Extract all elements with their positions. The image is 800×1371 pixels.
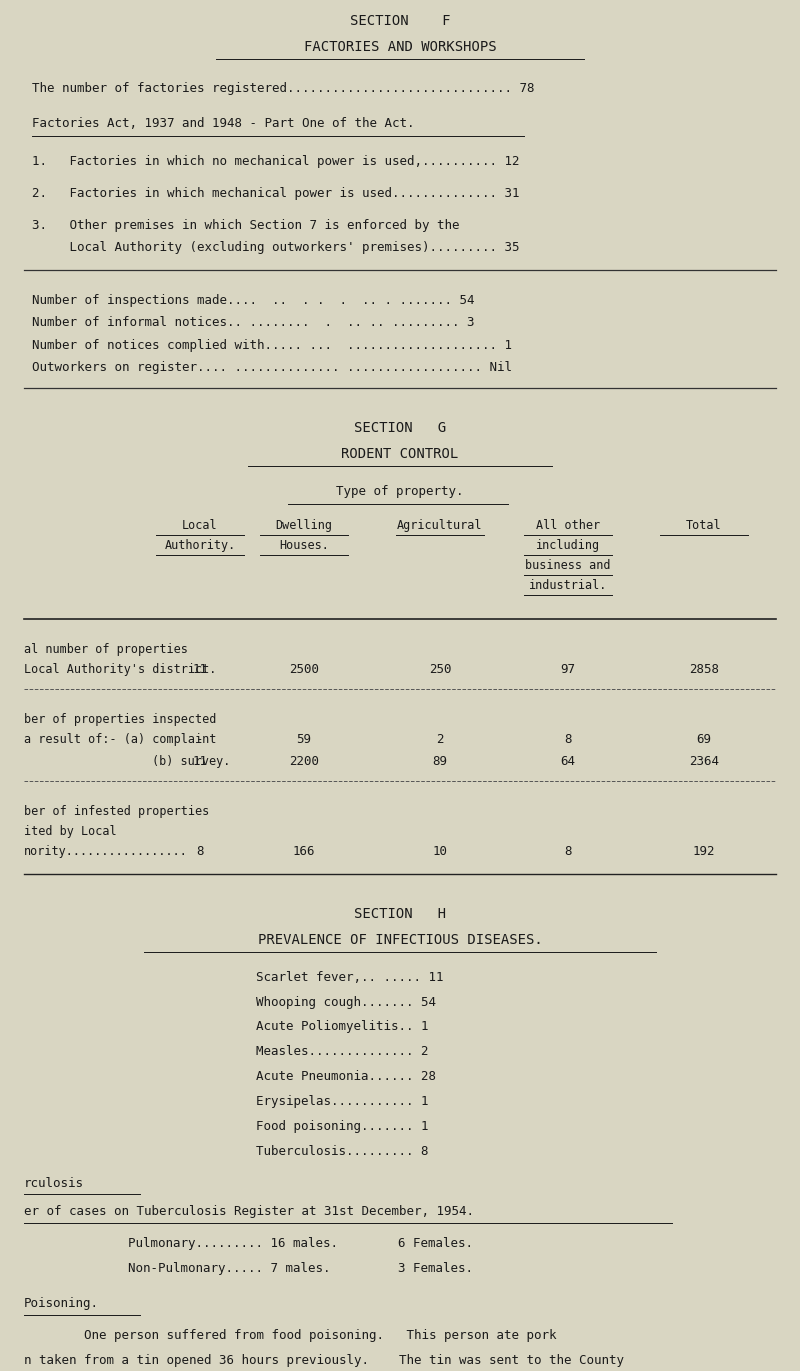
Text: Tuberculosis......... 8: Tuberculosis......... 8 xyxy=(256,1145,429,1157)
Text: Acute Poliomyelitis.. 1: Acute Poliomyelitis.. 1 xyxy=(256,1020,429,1034)
Text: 10: 10 xyxy=(433,846,447,858)
Text: Scarlet fever,.. ..... 11: Scarlet fever,.. ..... 11 xyxy=(256,971,443,984)
Text: -: - xyxy=(196,732,204,746)
Text: Type of property.: Type of property. xyxy=(336,485,464,499)
Text: Local Authority (excluding outworkers' premises)......... 35: Local Authority (excluding outworkers' p… xyxy=(32,241,519,255)
Text: 3.   Other premises in which Section 7 is enforced by the: 3. Other premises in which Section 7 is … xyxy=(32,219,459,232)
Text: Dwelling: Dwelling xyxy=(275,518,333,532)
Text: Houses.: Houses. xyxy=(279,539,329,551)
Text: 2.   Factories in which mechanical power is used.............. 31: 2. Factories in which mechanical power i… xyxy=(32,186,519,200)
Text: FACTORIES AND WORKSHOPS: FACTORIES AND WORKSHOPS xyxy=(304,40,496,55)
Text: 69: 69 xyxy=(697,732,711,746)
Text: Non-Pulmonary..... 7 males.         3 Females.: Non-Pulmonary..... 7 males. 3 Females. xyxy=(128,1261,473,1275)
Text: al number of properties: al number of properties xyxy=(24,643,188,655)
Text: 2364: 2364 xyxy=(689,755,719,768)
Text: 2858: 2858 xyxy=(689,664,719,676)
Text: Local Authority's district.: Local Authority's district. xyxy=(24,664,216,676)
Text: 89: 89 xyxy=(433,755,447,768)
Text: Erysipelas........... 1: Erysipelas........... 1 xyxy=(256,1095,429,1108)
Text: Outworkers on register.... .............. .................. Nil: Outworkers on register.... .............… xyxy=(32,361,512,374)
Text: rculosis: rculosis xyxy=(24,1176,84,1190)
Text: The number of factories registered.............................. 78: The number of factories registered......… xyxy=(32,82,534,95)
Text: Food poisoning....... 1: Food poisoning....... 1 xyxy=(256,1120,429,1132)
Text: er of cases on Tuberculosis Register at 31st December, 1954.: er of cases on Tuberculosis Register at … xyxy=(24,1205,474,1217)
Text: 8: 8 xyxy=(564,732,572,746)
Text: All other: All other xyxy=(536,518,600,532)
Text: One person suffered from food poisoning.   This person ate pork: One person suffered from food poisoning.… xyxy=(24,1330,557,1342)
Text: (b) survey.: (b) survey. xyxy=(152,755,230,768)
Text: Number of notices complied with..... ...  .................... 1: Number of notices complied with..... ...… xyxy=(32,339,512,351)
Text: including: including xyxy=(536,539,600,551)
Text: 8: 8 xyxy=(196,846,204,858)
Text: 11: 11 xyxy=(193,755,207,768)
Text: 97: 97 xyxy=(561,664,575,676)
Text: Number of inspections made....  ..  . .  .  .. . ....... 54: Number of inspections made.... .. . . . … xyxy=(32,293,474,307)
Text: Number of informal notices.. ........  .  .. .. ......... 3: Number of informal notices.. ........ . … xyxy=(32,317,474,329)
Text: SECTION    F: SECTION F xyxy=(350,14,450,29)
Text: RODENT CONTROL: RODENT CONTROL xyxy=(342,447,458,462)
Text: Measles.............. 2: Measles.............. 2 xyxy=(256,1045,429,1058)
Text: Factories Act, 1937 and 1948 - Part One of the Act.: Factories Act, 1937 and 1948 - Part One … xyxy=(32,117,414,130)
Text: 192: 192 xyxy=(693,846,715,858)
Text: 11: 11 xyxy=(193,664,207,676)
Text: Total: Total xyxy=(686,518,722,532)
Text: Poisoning.: Poisoning. xyxy=(24,1297,99,1311)
Text: 1.   Factories in which no mechanical power is used,.......... 12: 1. Factories in which no mechanical powe… xyxy=(32,155,519,169)
Text: a result of:- (a) complaint: a result of:- (a) complaint xyxy=(24,732,216,746)
Text: Pulmonary......... 16 males.        6 Females.: Pulmonary......... 16 males. 6 Females. xyxy=(128,1237,473,1250)
Text: SECTION   H: SECTION H xyxy=(354,906,446,921)
Text: 250: 250 xyxy=(429,664,451,676)
Text: Agricultural: Agricultural xyxy=(398,518,482,532)
Text: 2: 2 xyxy=(436,732,444,746)
Text: industrial.: industrial. xyxy=(529,579,607,592)
Text: 8: 8 xyxy=(564,846,572,858)
Text: ited by Local: ited by Local xyxy=(24,825,117,838)
Text: Local: Local xyxy=(182,518,218,532)
Text: PREVALENCE OF INFECTIOUS DISEASES.: PREVALENCE OF INFECTIOUS DISEASES. xyxy=(258,932,542,947)
Text: Whooping cough....... 54: Whooping cough....... 54 xyxy=(256,995,436,1009)
Text: Acute Pneumonia...... 28: Acute Pneumonia...... 28 xyxy=(256,1071,436,1083)
Text: 2500: 2500 xyxy=(289,664,319,676)
Text: ber of properties inspected: ber of properties inspected xyxy=(24,713,216,725)
Text: n taken from a tin opened 36 hours previously.    The tin was sent to the County: n taken from a tin opened 36 hours previ… xyxy=(24,1355,624,1367)
Text: SECTION   G: SECTION G xyxy=(354,421,446,436)
Text: nority.................: nority................. xyxy=(24,846,188,858)
Text: 166: 166 xyxy=(293,846,315,858)
Text: ber of infested properties: ber of infested properties xyxy=(24,805,210,818)
Text: 2200: 2200 xyxy=(289,755,319,768)
Text: business and: business and xyxy=(526,559,610,572)
Text: 64: 64 xyxy=(561,755,575,768)
Text: 59: 59 xyxy=(297,732,311,746)
Text: Authority.: Authority. xyxy=(164,539,236,551)
